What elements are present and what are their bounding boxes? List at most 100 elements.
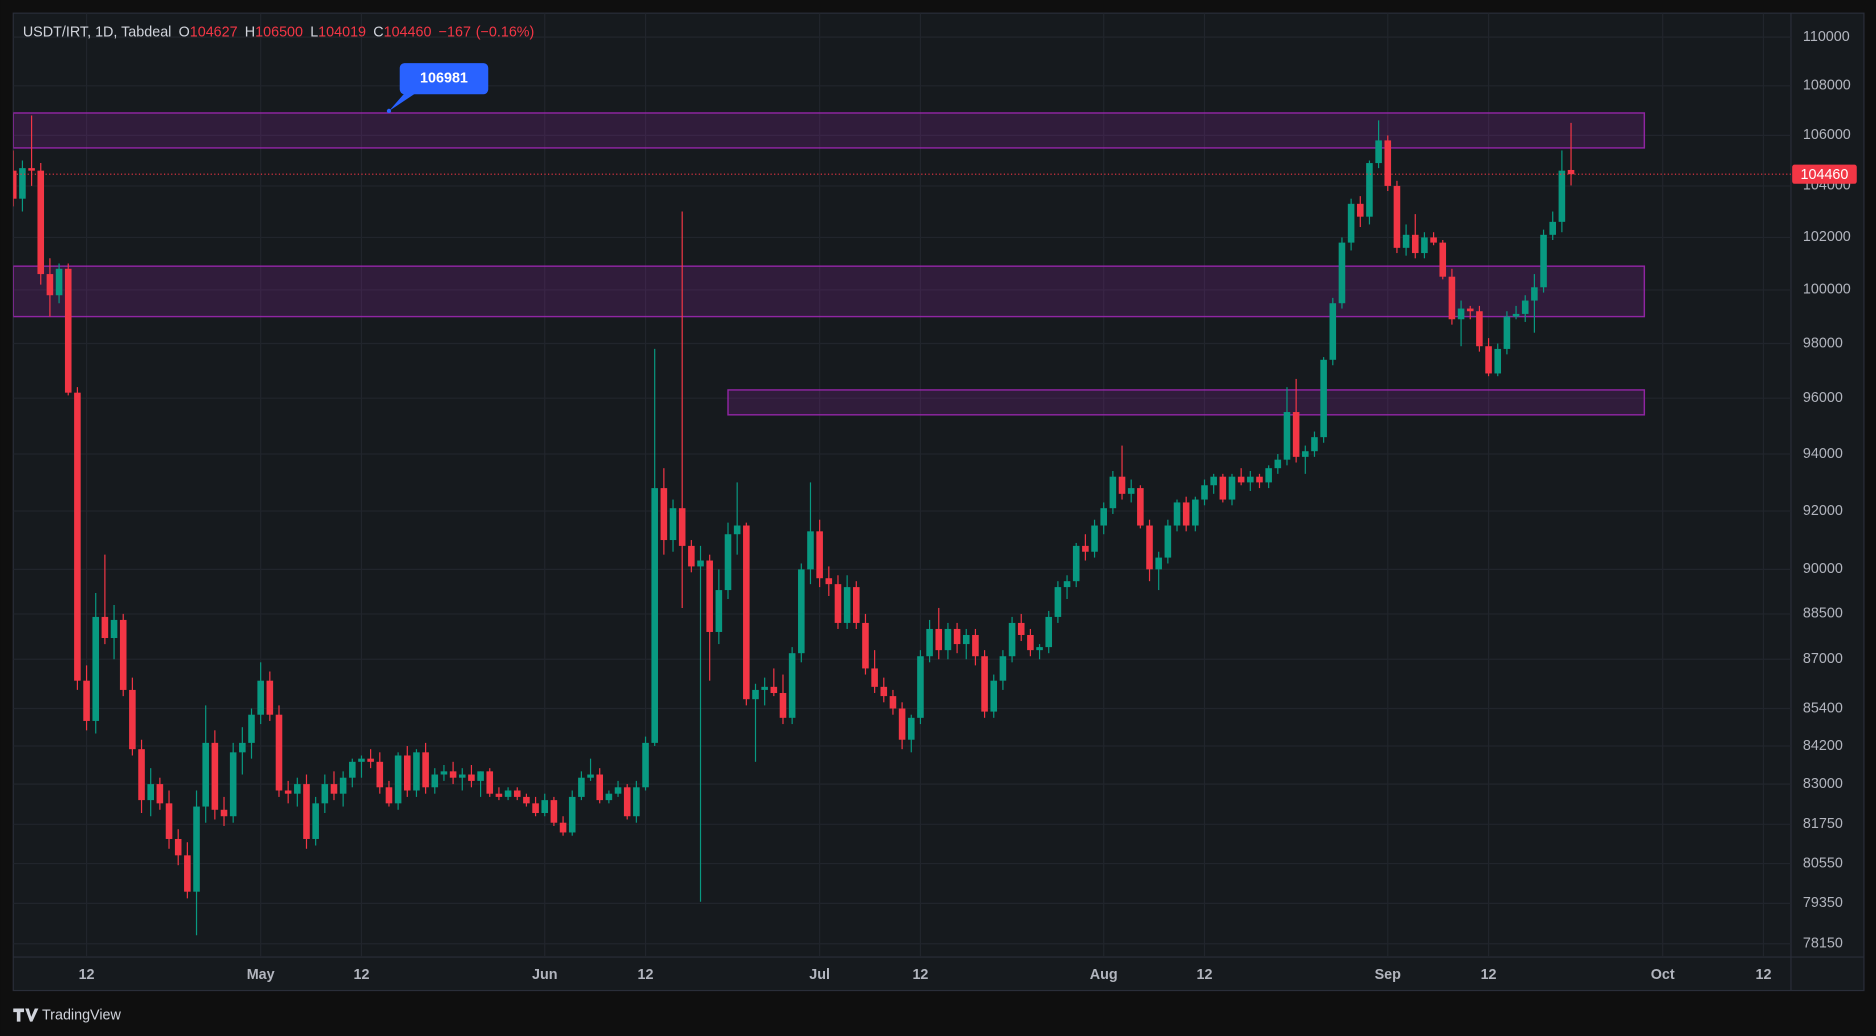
candle-body bbox=[898, 708, 906, 740]
candle-body bbox=[1521, 300, 1529, 314]
candle-body bbox=[110, 619, 118, 639]
candle-body bbox=[46, 274, 54, 296]
candle-body bbox=[1228, 476, 1236, 500]
axes: 1100001080001060001040001020001000009800… bbox=[79, 29, 1857, 983]
candle-body bbox=[568, 796, 576, 833]
x-tick-label: 12 bbox=[638, 967, 654, 983]
y-tick-label: 94000 bbox=[1803, 446, 1843, 462]
y-tick-label: 106000 bbox=[1803, 127, 1851, 143]
candle-body bbox=[1008, 622, 1016, 657]
candle-body bbox=[1476, 311, 1483, 347]
candle-body bbox=[623, 787, 631, 817]
candle-body bbox=[1329, 303, 1337, 360]
candle-body bbox=[239, 742, 246, 753]
y-tick-label: 87000 bbox=[1803, 651, 1843, 667]
candle-body bbox=[1311, 437, 1318, 452]
candle-body bbox=[1256, 476, 1263, 483]
candle-body bbox=[376, 761, 384, 788]
candle-body bbox=[651, 488, 658, 743]
candle-body bbox=[339, 777, 347, 794]
candle-body bbox=[1549, 221, 1557, 235]
x-tick-label: Sep bbox=[1375, 967, 1402, 983]
field-value: 104460 bbox=[384, 24, 432, 40]
candle-body bbox=[174, 838, 182, 856]
candle-body bbox=[999, 656, 1007, 681]
candle-body bbox=[1247, 476, 1254, 483]
y-tick-label: 110000 bbox=[1803, 29, 1850, 45]
candle-body bbox=[220, 809, 228, 817]
candle-body bbox=[1338, 242, 1346, 304]
candle-body bbox=[917, 656, 924, 718]
candle-body bbox=[92, 616, 100, 721]
last-price-label: 104460 bbox=[1801, 167, 1849, 183]
candle-body bbox=[349, 761, 356, 778]
field-name: H bbox=[245, 24, 255, 40]
brand-logo bbox=[13, 1008, 39, 1022]
candle-body bbox=[1164, 525, 1172, 558]
candle-body bbox=[834, 584, 842, 623]
candle-body bbox=[449, 771, 457, 778]
y-tick-label: 79350 bbox=[1803, 895, 1843, 911]
candle-body bbox=[1045, 616, 1053, 648]
candle-body bbox=[1411, 234, 1419, 254]
candle-body bbox=[202, 742, 209, 807]
candle-body bbox=[1384, 140, 1392, 186]
candle-body bbox=[1466, 308, 1474, 312]
candle-body bbox=[303, 784, 310, 839]
candle-body bbox=[486, 771, 494, 794]
zone bbox=[727, 389, 1646, 416]
candle-body bbox=[1430, 237, 1437, 243]
candle-body bbox=[294, 784, 301, 794]
x-tick-label: Jul bbox=[809, 967, 830, 983]
y-tick-label: 96000 bbox=[1803, 390, 1843, 406]
candle-body bbox=[926, 628, 933, 657]
candle-body bbox=[853, 587, 860, 623]
candle-body bbox=[211, 742, 219, 810]
field-name: L bbox=[310, 24, 318, 40]
y-tick-label: 88500 bbox=[1803, 606, 1843, 622]
candle-body bbox=[1402, 234, 1410, 248]
candle-body bbox=[55, 268, 63, 296]
candle-body bbox=[64, 268, 72, 393]
candle-body bbox=[394, 755, 402, 804]
y-tick-label: 92000 bbox=[1803, 503, 1843, 519]
candle-body bbox=[1210, 476, 1217, 486]
candle-body bbox=[944, 628, 952, 651]
y-tick-label: 98000 bbox=[1803, 335, 1843, 351]
candle-body bbox=[330, 784, 338, 794]
candle-body bbox=[752, 689, 759, 700]
candle-body bbox=[981, 656, 988, 712]
candle-body bbox=[962, 634, 970, 645]
candle-body bbox=[1082, 545, 1089, 552]
candle-body bbox=[74, 392, 81, 681]
candle-body bbox=[1100, 508, 1107, 526]
candle-body bbox=[807, 531, 814, 570]
candle-body bbox=[889, 696, 897, 709]
candle-body bbox=[733, 525, 741, 535]
candle-body bbox=[37, 170, 45, 275]
candle-body bbox=[138, 749, 145, 801]
candle-body bbox=[193, 806, 200, 892]
candle-body bbox=[1366, 163, 1373, 217]
candle-body bbox=[147, 784, 154, 801]
candle-body bbox=[935, 628, 943, 651]
candle-body bbox=[1375, 140, 1382, 164]
candle-body bbox=[532, 803, 539, 814]
candle-body bbox=[779, 693, 787, 718]
candle-body bbox=[119, 619, 127, 690]
candle-body bbox=[990, 680, 998, 712]
candle-body bbox=[101, 616, 109, 639]
candle-body bbox=[578, 777, 585, 797]
field-name: C bbox=[373, 24, 383, 40]
candle-body bbox=[413, 752, 420, 791]
candle-body bbox=[1063, 581, 1071, 588]
candle-body bbox=[266, 680, 274, 715]
candle-body bbox=[688, 545, 695, 567]
candle-body bbox=[477, 771, 484, 781]
candle-body bbox=[1274, 459, 1282, 469]
candle-body bbox=[880, 686, 888, 697]
y-tick-label: 90000 bbox=[1803, 561, 1843, 577]
x-tick-label: 12 bbox=[912, 967, 928, 983]
candle-body bbox=[440, 771, 448, 775]
